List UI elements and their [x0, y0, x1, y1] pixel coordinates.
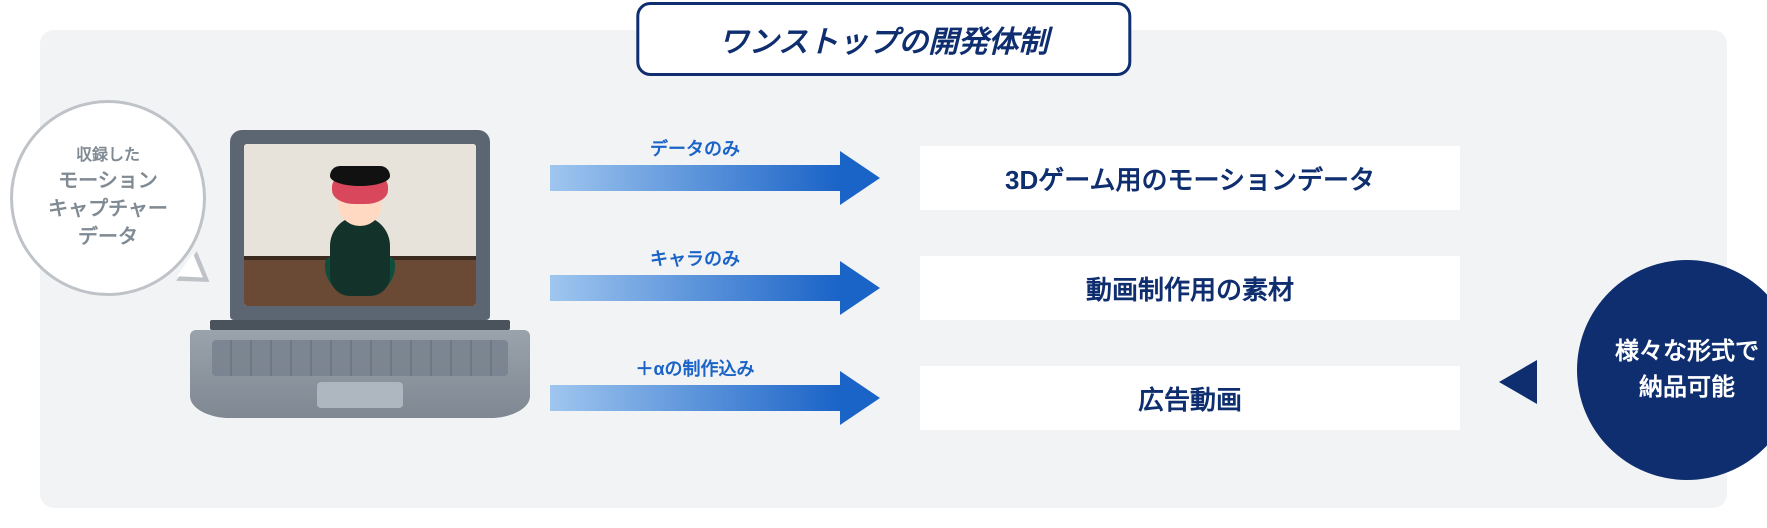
delivery-bubble: 様々な形式で 納品可能 — [1577, 260, 1767, 480]
arrow-label: ＋αの制作込み — [550, 355, 840, 381]
delivery-bubble-tail — [1499, 360, 1537, 404]
delivery-line: 納品可能 — [1615, 370, 1759, 406]
character-icon — [320, 166, 400, 296]
laptop-hinge — [210, 320, 510, 330]
laptop-keyboard — [212, 340, 508, 376]
laptop-trackpad — [317, 382, 403, 408]
flow-arrow: データのみ — [550, 165, 880, 191]
output-box: 広告動画 — [920, 366, 1460, 430]
title-pill: ワンストップの開発体制 — [636, 2, 1131, 76]
arrow-label: データのみ — [550, 135, 840, 161]
title-text: ワンストップの開発体制 — [719, 26, 1048, 59]
output-box: 3Dゲーム用のモーションデータ — [920, 146, 1460, 210]
laptop-illustration — [230, 130, 530, 418]
bubble-line: モーション — [58, 167, 158, 195]
flow-arrow: キャラのみ — [550, 275, 880, 301]
laptop-screen-frame — [230, 130, 490, 320]
bubble-line: キャプチャー — [48, 195, 168, 223]
bubble-line: 収録した — [76, 145, 140, 167]
bubble-line: データ — [78, 223, 138, 251]
laptop-screen — [244, 144, 476, 306]
output-box: 動画制作用の素材 — [920, 256, 1460, 320]
main-panel: ワンストップの開発体制 収録した モーション キャプチャー データ — [40, 30, 1727, 508]
flow-arrow: ＋αの制作込み — [550, 385, 880, 411]
source-bubble: 収録した モーション キャプチャー データ — [10, 100, 206, 296]
delivery-line: 様々な形式で — [1615, 334, 1759, 370]
arrow-label: キャラのみ — [550, 245, 840, 271]
laptop-base — [190, 330, 530, 418]
